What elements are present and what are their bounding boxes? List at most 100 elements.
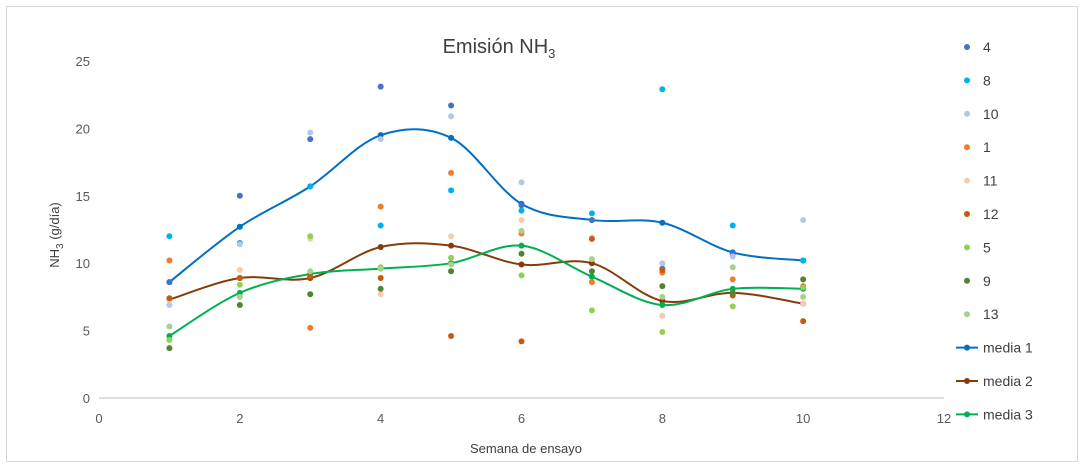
data-point-series-9 [659,283,666,290]
legend-label: 4 [983,39,991,55]
data-point-series-10 [518,179,525,186]
data-point-series-1 [588,279,595,286]
data-point-series-11 [800,300,807,307]
legend-marker [964,277,970,284]
data-point-series-9 [448,268,455,275]
data-point-series-11 [236,266,243,273]
data-point-series-11 [448,233,455,240]
legend-item: 11 [964,173,998,189]
legend-item: 13 [964,306,999,322]
data-points [166,83,807,352]
data-point-series-13 [448,261,455,268]
data-point-series-8 [448,187,455,194]
data-point-series-1 [166,257,173,264]
data-point-series-4 [307,136,314,143]
data-point-series-9 [729,289,736,296]
data-point-series-4 [588,217,595,224]
legend-label: media 1 [983,340,1033,356]
legend-label: media 3 [983,406,1033,422]
mean-point [518,242,525,249]
data-point-series-1 [448,169,455,176]
mean-point [659,219,666,226]
mean-point [659,301,666,308]
data-point-series-9 [377,285,384,292]
legend-marker [964,144,970,151]
y-tick-label: 15 [76,189,90,204]
x-tick-label: 4 [377,411,384,426]
data-point-series-12 [236,275,243,282]
data-point-series-5 [448,254,455,261]
data-point-series-8 [307,183,314,190]
data-point-series-8 [518,207,525,214]
data-point-series-12 [377,275,384,282]
legend-item: media 1 [956,340,1033,356]
data-point-series-4 [166,279,173,286]
chart-frame: Emisión NH3 NH3 (g/día) Semana de ensayo… [6,6,1078,462]
data-point-series-8 [659,86,666,93]
legend-label: 11 [983,173,998,189]
x-tick-label: 10 [796,411,810,426]
data-point-series-5 [729,303,736,310]
mean-point [377,244,384,251]
data-point-series-5 [518,272,525,279]
mean-point [236,223,243,230]
data-point-series-8 [729,222,736,229]
legend-label: 1 [983,139,991,155]
data-point-series-11 [377,291,384,298]
data-point-series-13 [729,264,736,271]
data-point-series-12 [166,295,173,302]
data-point-series-8 [800,257,807,264]
data-point-series-11 [659,312,666,319]
y-tick-label: 10 [76,256,90,271]
legend-marker [964,77,970,84]
data-point-series-9 [307,291,314,298]
data-point-series-4 [377,83,384,90]
data-point-series-12 [518,338,525,345]
legend-label: media 2 [983,373,1033,389]
data-point-series-1 [307,324,314,331]
legend-item: 5 [964,239,991,255]
legend-item: 10 [964,106,999,122]
data-point-series-13 [588,256,595,263]
data-point-series-1 [729,276,736,283]
data-point-series-10 [448,113,455,120]
legend-marker [964,44,970,50]
x-tick-label: 12 [937,411,951,426]
legend-marker [964,311,970,318]
data-point-series-12 [659,266,666,273]
mean-point [588,273,595,280]
data-point-series-1 [377,203,384,210]
data-point-series-5 [236,281,243,288]
data-point-series-5 [800,284,807,291]
legend-label: 10 [983,106,999,122]
legend-marker [964,110,970,117]
legend-item: 9 [964,273,991,289]
legend-label: 13 [983,306,999,322]
data-point-series-10 [236,241,243,248]
legend-item: 4 [964,39,991,55]
data-point-series-5 [307,233,314,240]
data-point-series-8 [588,210,595,217]
data-point-series-12 [448,332,455,339]
data-point-series-9 [166,345,173,352]
data-point-series-10 [729,253,736,260]
legend-item: media 3 [956,406,1033,422]
mean-point [518,261,525,268]
data-point-series-4 [236,192,243,199]
legend-item: 8 [964,72,991,88]
legend-label: 9 [983,273,991,289]
data-point-series-8 [166,233,173,240]
data-point-series-10 [659,260,666,267]
mean-point [448,242,455,249]
x-tick-label: 2 [236,411,243,426]
legend-label: 8 [983,72,991,88]
data-point-series-13 [518,227,525,234]
data-point-series-12 [800,318,807,325]
legend-marker [964,378,970,384]
data-point-series-13 [236,293,243,300]
legend-label: 12 [983,206,999,222]
axis-ticks: 0 2 4 6 8 10 12 0 5 10 15 20 25 [76,54,952,426]
y-axis-title: NH3 (g/día) [47,202,66,268]
x-tick-label: 6 [518,411,525,426]
